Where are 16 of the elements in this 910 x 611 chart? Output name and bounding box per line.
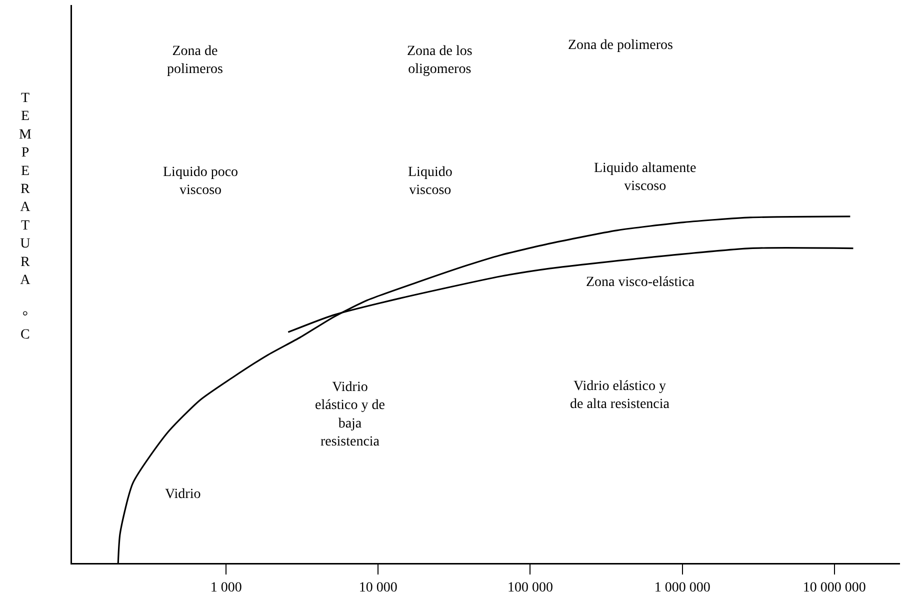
x-tick-label: 100 000 [507,580,553,596]
x-tick-label: 1 000 000 [654,580,710,596]
text: Liquido poco viscoso [163,165,238,198]
text: TEMPERATURA °C [19,91,32,343]
text: Zona de polimeros [568,38,673,53]
text: Liquido viscoso [408,165,452,198]
x-tick-label: 10 000 000 [802,580,866,596]
annotation: Vidrio elástico y de alta resistencia [570,379,670,412]
annotation: Zona visco-elástica [586,275,696,290]
text: Zona de los oligomeros [407,44,472,78]
text: Liquido altamente viscoso [594,161,696,194]
x-tick-label: 1 000 [210,580,242,596]
annotation: Vidrio [165,487,201,502]
x-tick-label: 10 000 [358,580,398,596]
annotation: Vidrio elástico y de baja resistencia [315,380,385,450]
text: Zona de polimeros [167,44,223,78]
